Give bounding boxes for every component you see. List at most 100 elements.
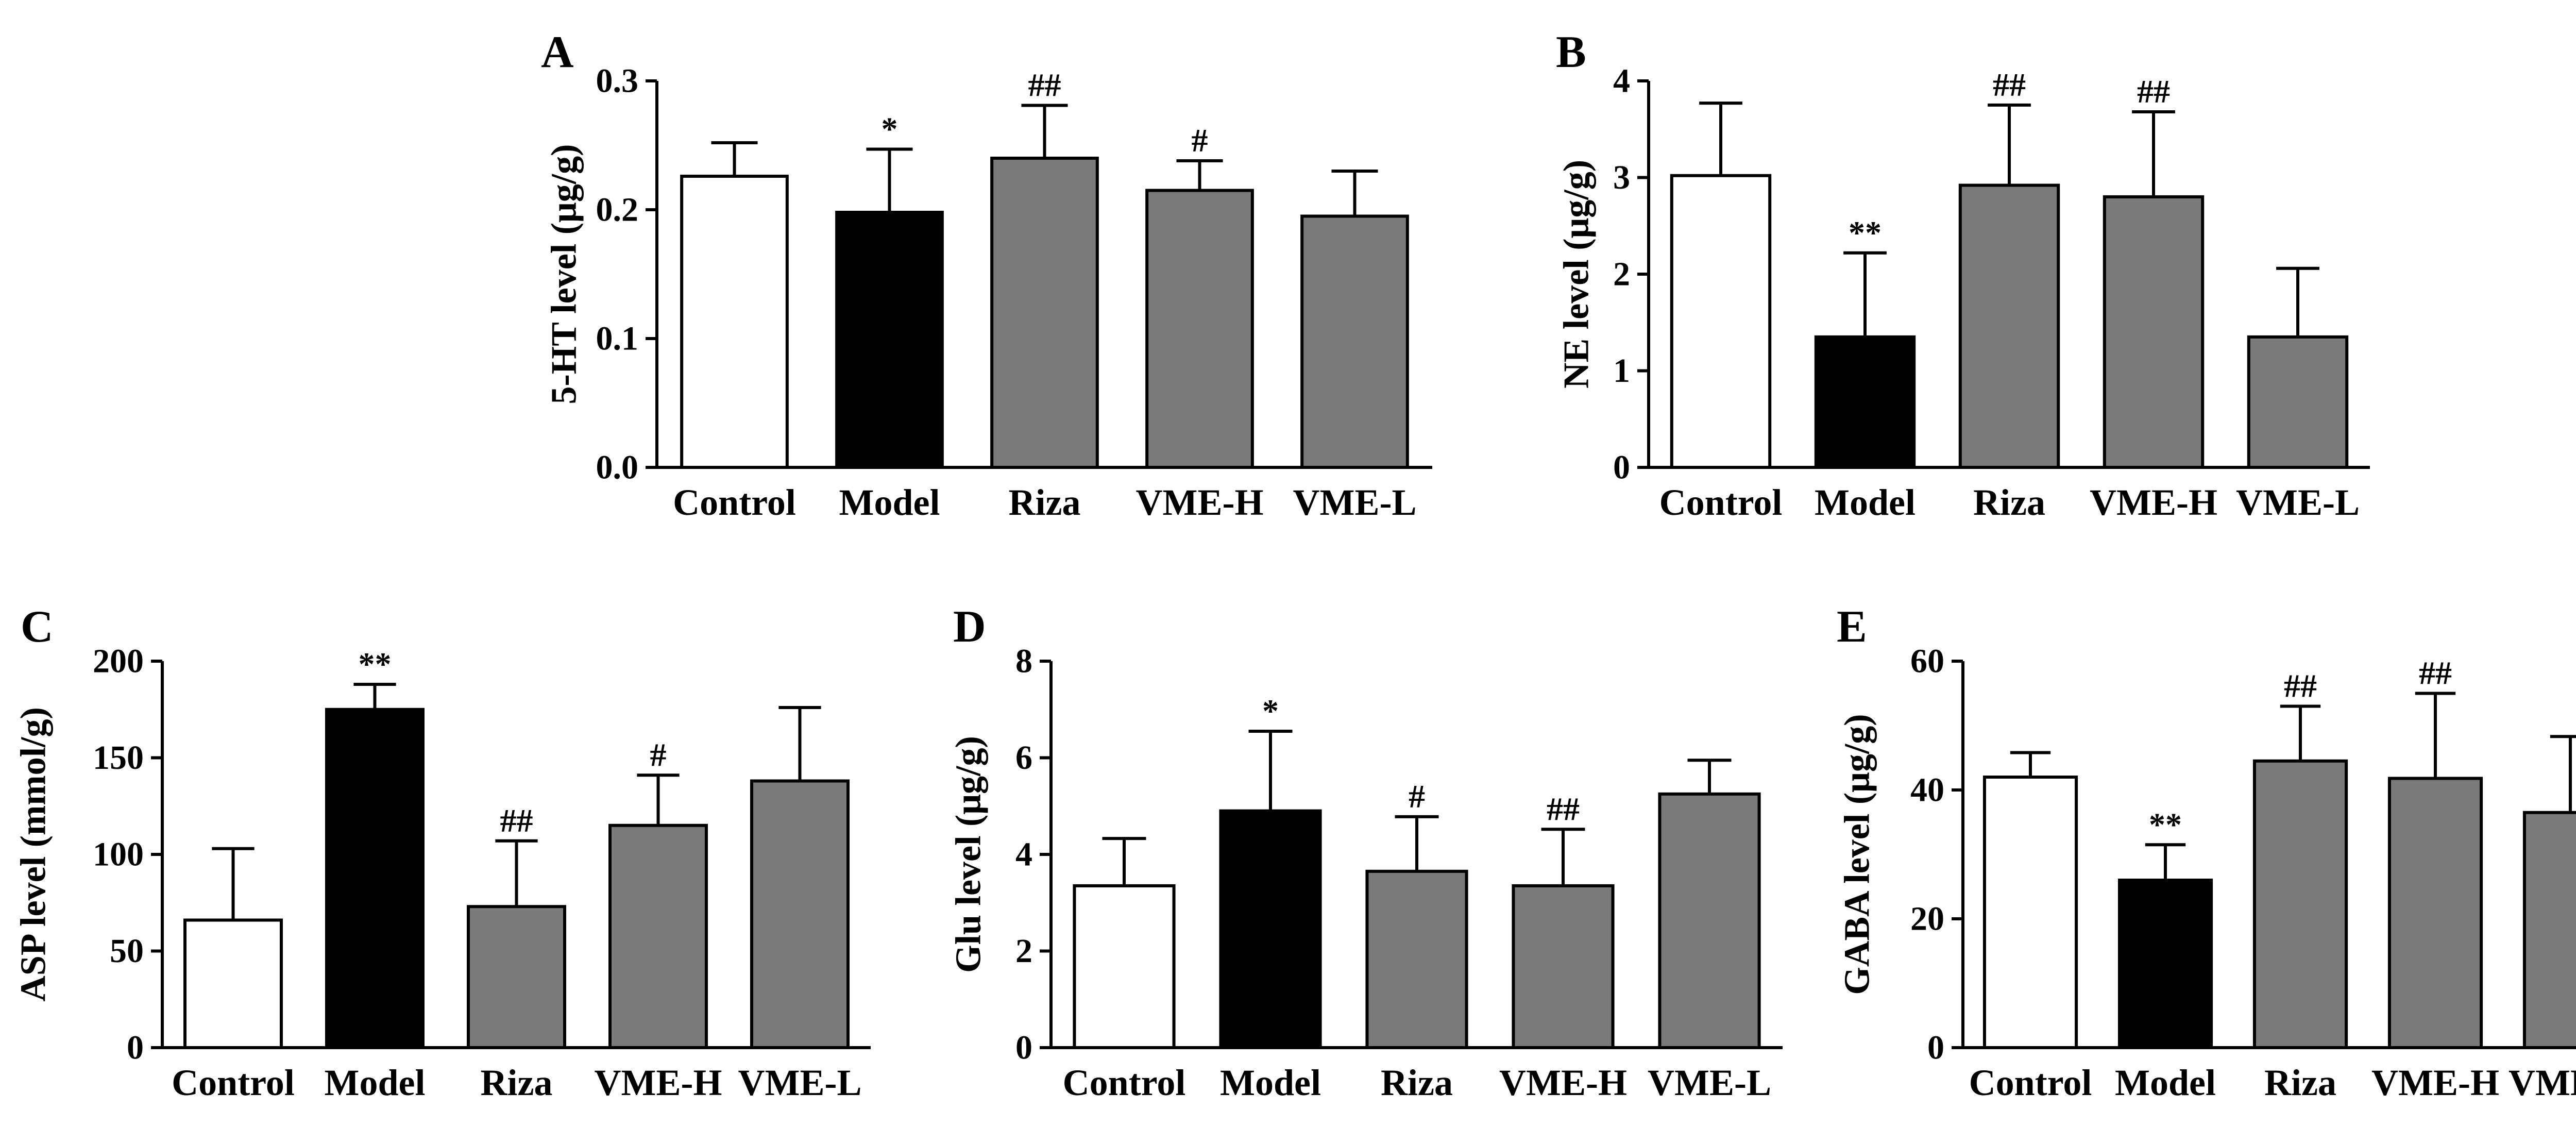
x-tick-label: Model — [325, 1062, 426, 1103]
significance-marker: # — [1409, 778, 1425, 815]
bar-model — [1219, 809, 1322, 1049]
panel-letter: E — [1837, 602, 1867, 652]
bar-riza — [1365, 869, 1468, 1049]
x-tick-label: Riza — [1009, 482, 1081, 523]
y-tick-label: 100 — [93, 836, 144, 873]
x-tick-label: VME-L — [1293, 482, 1417, 523]
panel-letter: D — [953, 602, 986, 652]
bar-vme-h — [1512, 884, 1615, 1049]
y-tick-label: 4 — [1613, 62, 1630, 100]
significance-marker: ## — [1547, 790, 1580, 827]
significance-marker: # — [1192, 122, 1208, 159]
bar-vme-h — [1145, 189, 1254, 469]
x-tick-label: VME-H — [1499, 1062, 1627, 1103]
bar-riza — [1958, 183, 2060, 469]
x-tick-label: Model — [839, 482, 940, 523]
bar-vme-h — [2387, 777, 2483, 1049]
y-axis-label: ASP level (mmol/g) — [14, 707, 54, 1002]
x-tick-label: Model — [2115, 1062, 2216, 1103]
y-tick-label: 0.3 — [596, 62, 639, 100]
significance-marker: ## — [500, 802, 533, 839]
y-tick-label: 50 — [110, 932, 144, 970]
y-tick-label: 2 — [1015, 932, 1032, 970]
significance-marker: * — [882, 111, 898, 147]
y-tick-label: 0.0 — [596, 449, 639, 486]
bar-vme-h — [2103, 195, 2205, 469]
bar-model — [325, 708, 425, 1049]
x-tick-label: VME-H — [595, 1062, 722, 1103]
x-tick-label: VME-L — [2236, 482, 2360, 523]
y-tick-label: 0 — [127, 1029, 144, 1067]
significance-marker: ## — [2284, 668, 2317, 704]
x-tick-label: VME-H — [2371, 1062, 2499, 1103]
x-tick-label: Control — [673, 482, 796, 523]
bar-vme-l — [1658, 792, 1761, 1049]
bar-riza — [467, 905, 566, 1049]
x-tick-label: Riza — [2264, 1062, 2336, 1103]
bar-control — [1670, 174, 1772, 469]
y-tick-label: 0.2 — [596, 191, 639, 229]
y-tick-label: 60 — [1910, 643, 1944, 680]
y-tick-label: 0 — [1613, 449, 1630, 486]
y-axis-label: 5-HT level (μg/g) — [545, 144, 584, 405]
x-tick-label: VME-L — [1648, 1062, 1771, 1103]
y-tick-label: 1 — [1613, 352, 1630, 390]
bar-riza — [2252, 759, 2348, 1049]
y-tick-label: 2 — [1613, 256, 1630, 293]
x-tick-label: Model — [1815, 482, 1916, 523]
bar-vme-l — [2247, 335, 2349, 469]
x-tick-label: Riza — [1973, 482, 2045, 523]
bar-model — [2117, 879, 2213, 1049]
panel-c: C ASP level (mmol/g) 0 50 100 150 200 Control **… — [14, 602, 871, 1103]
x-tick-label: VME-H — [1136, 482, 1264, 523]
y-tick-label: 20 — [1910, 900, 1944, 938]
bar-control — [1982, 776, 2078, 1049]
bar-riza — [990, 157, 1099, 469]
significance-marker: * — [1262, 693, 1279, 729]
x-tick-label: Control — [172, 1062, 295, 1103]
x-tick-label: Control — [1063, 1062, 1186, 1103]
panel-letter: B — [1556, 27, 1586, 77]
x-tick-label: VME-L — [738, 1062, 862, 1103]
panel-letter: A — [541, 27, 574, 77]
bar-control — [1073, 884, 1176, 1049]
x-tick-label: Control — [1969, 1062, 2092, 1103]
bar-control — [183, 918, 283, 1049]
bar-model — [1814, 335, 1916, 469]
x-tick-label: Model — [1220, 1062, 1321, 1103]
y-tick-label: 40 — [1910, 771, 1944, 809]
bar-vme-l — [2522, 811, 2576, 1049]
panel-letter: C — [21, 602, 54, 652]
significance-marker: ** — [1849, 214, 1882, 251]
y-axis-label: GABA level (μg/g) — [1838, 714, 1877, 995]
x-tick-label: Control — [1659, 482, 1783, 523]
y-tick-label: 0 — [1927, 1029, 1944, 1067]
y-tick-label: 6 — [1015, 739, 1032, 777]
y-tick-label: 0.1 — [596, 320, 639, 358]
significance-marker: ## — [1028, 67, 1061, 104]
panel-d: D Glu level (μg/g) 0 2 4 6 8 Control * Model # Riza… — [949, 602, 1783, 1103]
panel-b: B NE level (μg/g) 0 1 2 3 4 Control ** Model ## Riz… — [1556, 27, 2370, 523]
significance-marker: ## — [2419, 655, 2452, 692]
significance-marker: ** — [2149, 806, 2182, 843]
x-tick-label: Riza — [1381, 1062, 1453, 1103]
x-tick-label: Riza — [481, 1062, 553, 1103]
significance-marker: # — [650, 736, 667, 773]
panel-a: A 5-HT level (μg/g) 0.0 0.1 0.2 0.3 Control * Mo… — [541, 27, 1432, 523]
bar-model — [835, 211, 944, 469]
bar-vme-l — [750, 779, 850, 1049]
x-tick-label: VME-L — [2509, 1062, 2576, 1103]
panel-e: E GABA level (μg/g) 0 20 40 60 Control ** Model #… — [1837, 602, 2576, 1103]
y-tick-label: 0 — [1015, 1029, 1032, 1067]
y-tick-label: 4 — [1015, 836, 1032, 873]
significance-marker: ## — [2137, 73, 2170, 110]
bar-vme-l — [1300, 214, 1409, 469]
y-axis-label: NE level (μg/g) — [1557, 160, 1597, 389]
significance-marker: ** — [359, 646, 392, 682]
y-tick-label: 200 — [93, 643, 144, 680]
y-axis-label: Glu level (μg/g) — [949, 736, 989, 973]
y-tick-label: 150 — [93, 739, 144, 777]
x-tick-label: VME-H — [2090, 482, 2217, 523]
bar-vme-h — [608, 823, 708, 1049]
